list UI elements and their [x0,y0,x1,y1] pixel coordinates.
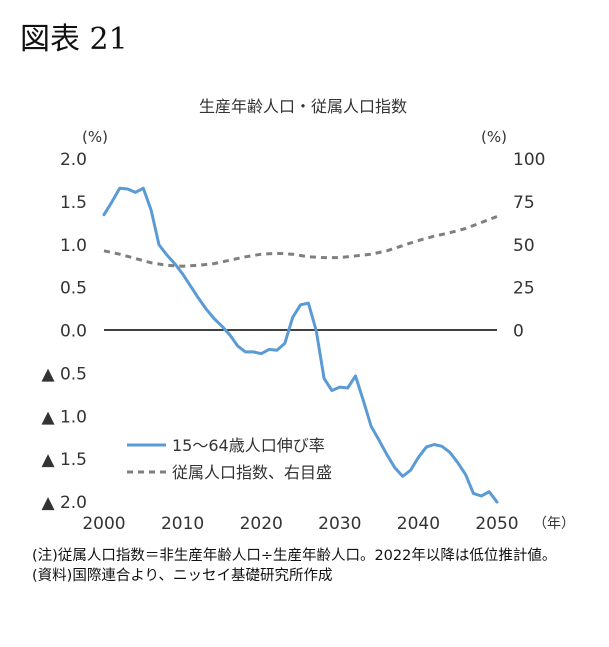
left-tick-label: ▲ 1.0 [41,407,87,427]
chart-title: 生産年齢人口・従属人口指数 [199,97,407,116]
x-tick-label: 2030 [318,514,361,534]
right-axis-unit: (%) [481,128,507,146]
right-tick-label: 0 [513,322,524,342]
note-definition: (注)従属人口指数＝非生産年齢人口÷生産年齢人口。2022年以降は低位推計値。 [32,548,557,564]
x-tick-label: 2000 [82,514,125,534]
left-tick-label: ▲ 1.5 [41,450,87,470]
x-tick-label: 2020 [240,514,283,534]
right-tick-label: 25 [513,279,535,299]
left-tick-label: 1.0 [60,236,87,256]
figure-label: 図表 21 [20,22,128,57]
left-tick-label: ▲ 0.5 [41,364,87,384]
left-tick-label: ▲ 2.0 [41,493,87,513]
legend-label: 15～64歳人口伸び率 [172,436,325,455]
line-chart: 生産年齢人口・従属人口指数 (%) (%) （年） 2.0 1.5 1.0 0.5 0.… [41,97,575,534]
series-line-working-age-growth [102,186,499,504]
x-tick-label: 2040 [397,514,440,534]
left-tick-label: 1.5 [60,193,87,213]
right-tick-label: 50 [513,236,535,256]
chart-notes: (注)従属人口指数＝非生産年齢人口÷生産年齢人口。2022年以降は低位推計値。 … [32,546,592,586]
left-axis-unit: (%) [82,128,108,146]
x-tick-label: 2050 [475,514,518,534]
note-source: (資料)国際連合より、ニッセイ基礎研究所作成 [32,568,333,584]
left-tick-label: 0.5 [60,279,87,299]
left-tick-label: 2.0 [60,150,87,170]
legend-label: 従属人口指数、右目盛 [172,463,332,482]
x-tick-label: 2010 [161,514,204,534]
right-tick-label: 75 [513,193,535,213]
x-axis-unit: （年） [533,516,575,532]
right-tick-label: 100 [513,150,545,170]
series-line-dependency-ratio [103,215,498,268]
left-tick-label: 0.0 [60,322,87,342]
